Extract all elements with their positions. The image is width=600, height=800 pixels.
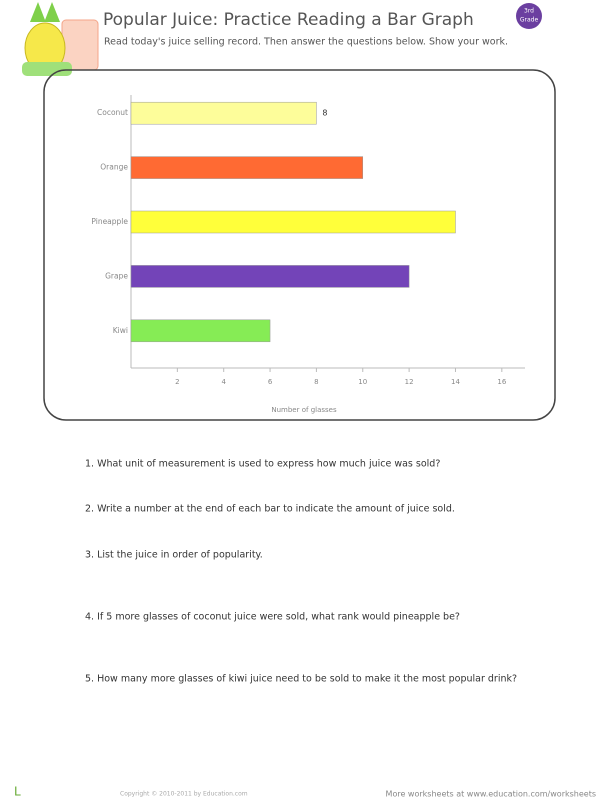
x-tick-label: 6 xyxy=(268,378,273,386)
bar xyxy=(130,319,271,343)
y-tick-label: Grape xyxy=(105,271,128,280)
question: 1. What unit of measurement is used to e… xyxy=(85,459,440,470)
copyright: Copyright © 2010-2011 by Education.com xyxy=(120,791,248,798)
x-axis-label: Number of glasses xyxy=(271,406,337,414)
pineapple-icon xyxy=(22,2,99,76)
x-tick-label: 16 xyxy=(497,378,506,386)
x-tick-label: 4 xyxy=(221,378,226,386)
data-label: 8 xyxy=(322,109,327,118)
x-tick-label: 8 xyxy=(314,378,318,386)
bar xyxy=(130,210,456,234)
footer-link: More worksheets at www.education.com/wor… xyxy=(386,790,596,799)
question: 3. List the juice in order of popularity… xyxy=(85,550,263,561)
bar xyxy=(130,101,317,125)
y-tick-label: Coconut xyxy=(97,108,128,117)
bar xyxy=(130,156,364,179)
x-tick-label: 12 xyxy=(405,378,414,386)
bar xyxy=(130,265,410,288)
subtitle: Read today's juice selling record. Then … xyxy=(104,37,508,48)
x-tick-label: 14 xyxy=(451,378,460,386)
question: 2. Write a number at the end of each bar… xyxy=(85,504,455,515)
pineapple-leaves xyxy=(30,2,60,22)
questions: 1. What unit of measurement is used to e… xyxy=(85,459,517,685)
y-tick-label: Orange xyxy=(100,163,128,172)
chart-frame xyxy=(43,69,556,421)
question: 5. How many more glasses of kiwi juice n… xyxy=(85,674,517,685)
badge-text: 3rd xyxy=(524,8,534,15)
y-tick-label: Pineapple xyxy=(91,217,128,226)
chart: 2 4 6 8 10 12 14 16 Number of glasses Coconut 8 Ora… xyxy=(91,95,525,414)
logo: L xyxy=(14,785,21,799)
x-tick-label: 2 xyxy=(175,378,179,386)
title: Popular Juice: Practice Reading a Bar Gr… xyxy=(103,10,474,30)
question: 4. If 5 more glasses of coconut juice we… xyxy=(85,612,460,623)
plate xyxy=(22,62,72,76)
badge-text: Grade xyxy=(520,17,539,24)
y-tick-label: Kiwi xyxy=(113,326,128,335)
grade-badge xyxy=(516,3,542,29)
x-tick-label: 10 xyxy=(358,378,367,386)
